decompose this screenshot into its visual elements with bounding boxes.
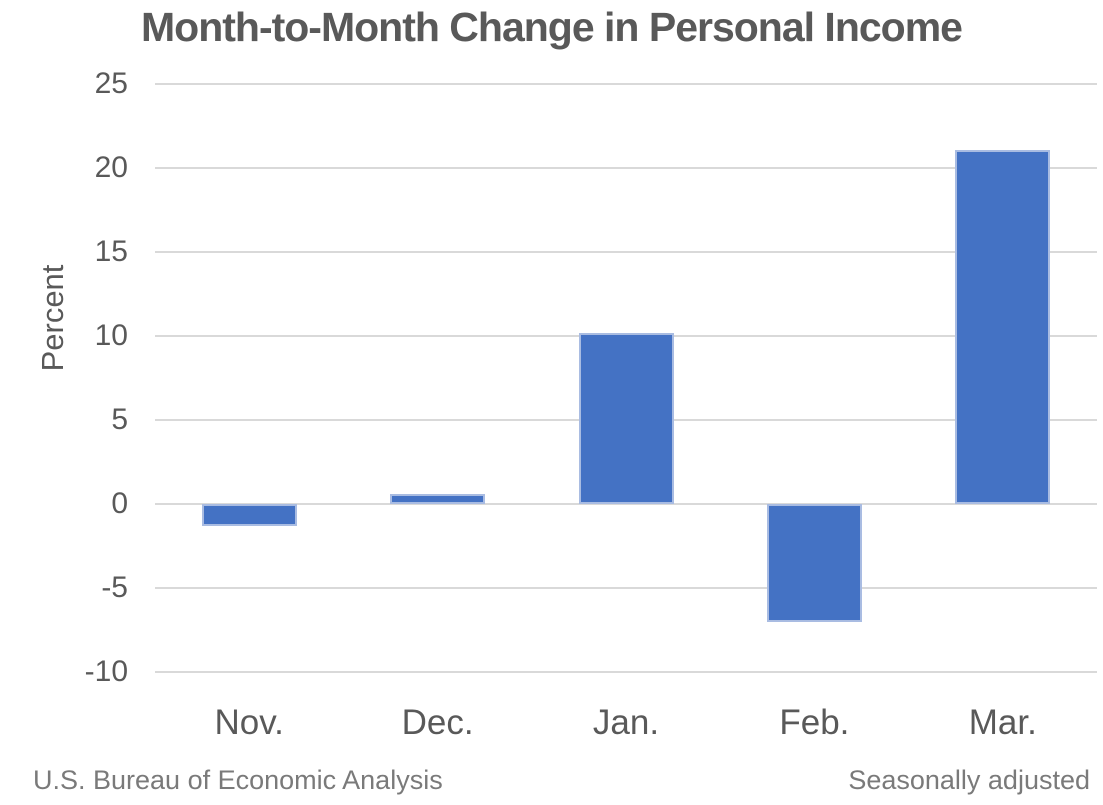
y-tick-label--10: -10 — [84, 655, 128, 688]
y-tick-label-15: 15 — [94, 235, 128, 268]
y-tick-label-5: 5 — [111, 403, 128, 436]
y-tick-label-20: 20 — [94, 151, 128, 184]
x-label-jan: Jan. — [592, 703, 660, 742]
bar-jan — [578, 332, 674, 504]
gridline-0 — [155, 503, 1097, 505]
gridline--5 — [155, 587, 1097, 589]
gridline--10 — [155, 671, 1097, 673]
y-tick-label-25: 25 — [94, 67, 128, 100]
chart-title: Month-to-Month Change in Personal Income — [141, 4, 963, 50]
x-label-dec: Dec. — [401, 703, 474, 742]
bar-nov — [201, 504, 297, 526]
source-note: U.S. Bureau of Economic Analysis — [33, 765, 443, 795]
y-tick-label-0: 0 — [111, 487, 128, 520]
x-label-feb: Feb. — [779, 703, 850, 742]
plot-area — [155, 83, 1097, 673]
x-label-mar: Mar. — [968, 703, 1037, 742]
y-tick-label-10: 10 — [94, 319, 128, 352]
bar-mar — [955, 149, 1051, 504]
gridline-20 — [155, 167, 1097, 169]
bar-dec — [390, 493, 486, 504]
adjustment-note: Seasonally adjusted — [848, 765, 1090, 795]
gridline-15 — [155, 251, 1097, 253]
x-label-nov: Nov. — [214, 703, 284, 742]
bar-feb — [766, 504, 862, 622]
y-tick-label--5: -5 — [101, 571, 128, 604]
gridline-25 — [155, 83, 1097, 85]
